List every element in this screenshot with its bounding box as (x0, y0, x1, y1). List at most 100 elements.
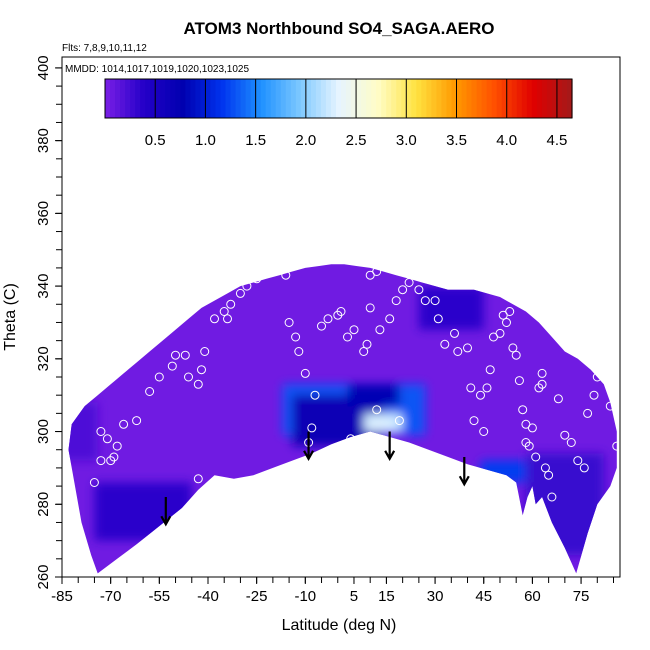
colorbar-cell (150, 79, 156, 118)
colorbar-cell (566, 79, 573, 118)
colorbar-cell (546, 79, 553, 118)
colorbar-cell (275, 79, 282, 118)
colorbar-cell (130, 79, 136, 118)
colorbar-cell (120, 79, 126, 118)
sample-marker (531, 452, 541, 462)
colorbar-cell (265, 79, 272, 118)
colorbar-cell (531, 79, 538, 118)
colorbar-cell (516, 79, 523, 118)
sample-marker (420, 296, 430, 306)
colorbar-cell (466, 79, 473, 118)
sample-marker (476, 390, 485, 400)
sample-marker (482, 383, 492, 393)
sample-marker (404, 278, 414, 287)
colorbar-cell (180, 79, 186, 118)
sample-marker (612, 441, 620, 451)
sample-marker (235, 288, 245, 298)
sample-marker (362, 339, 372, 349)
sample-marker (242, 281, 252, 291)
colorbar-cell (386, 79, 392, 118)
colorbar-cell (356, 79, 362, 118)
colorbar-tick-label: 0.5 (145, 132, 166, 149)
flight-direction-arrow (458, 457, 470, 487)
colorbar-cell (320, 79, 327, 118)
colorbar-cell (300, 79, 307, 118)
colorbar-tick-label: 4.5 (547, 132, 568, 149)
colorbar-tick-label: 3.5 (446, 132, 467, 149)
colorbar-cell (376, 79, 382, 118)
colorbar-cell (431, 79, 438, 118)
sample-marker (346, 434, 356, 444)
sample-marker (391, 296, 401, 306)
colorbar-cell (325, 79, 332, 118)
colorbar-cell (205, 79, 212, 118)
colorbar-cell (215, 79, 222, 118)
colorbar-cell (536, 79, 543, 118)
sample-marker (102, 434, 112, 444)
sample-marker (96, 456, 106, 466)
colorbar-cell (361, 79, 367, 118)
colorbar-cell (496, 79, 503, 118)
y-tick-label: 280 (35, 492, 52, 517)
sample-marker (193, 379, 203, 389)
concentration-patch (525, 453, 604, 556)
colorbar-cell (541, 79, 548, 118)
sample-marker (398, 285, 408, 295)
sample-marker (317, 321, 326, 331)
sample-marker (579, 463, 589, 473)
x-axis: -85 -70 -55 -40 -25 -10 5 15 30 45 60 75 (51, 577, 615, 605)
colorbar-cell (366, 79, 372, 118)
sample-marker (544, 470, 554, 480)
concentration-patch (367, 418, 393, 430)
colorbar-frame (104, 78, 573, 119)
y-axis-title: Theta (C) (2, 283, 19, 351)
x-tick-label: -25 (246, 588, 268, 605)
sample-marker (359, 347, 369, 356)
colorbar-tick-label: 2.0 (295, 132, 316, 149)
sample-marker (537, 368, 547, 378)
colorbar-cell (185, 79, 191, 118)
colorbar-cell (155, 79, 161, 118)
sample-marker (349, 325, 359, 335)
sample-marker (112, 441, 122, 451)
sample-marker (291, 332, 301, 342)
colorbar-cell (310, 79, 317, 118)
sample-marker (323, 314, 333, 324)
colorbar-cell (521, 79, 528, 118)
x-tick-label: 45 (475, 588, 492, 605)
plot-frame (61, 56, 621, 578)
colorbar-tick-label: 1.5 (245, 132, 266, 149)
sample-marker (430, 296, 440, 306)
sample-marker (566, 438, 576, 447)
colorbar-cell (280, 79, 287, 118)
sample-marker (385, 314, 395, 324)
sample-marker (372, 267, 382, 276)
x-tick-label: 5 (350, 588, 358, 605)
sample-marker (495, 328, 505, 338)
colorbar-cell (335, 79, 342, 118)
sample-marker (375, 325, 385, 335)
sample-marker (167, 361, 177, 371)
colorbar-cell (556, 79, 563, 118)
sample-marker (281, 270, 291, 280)
colorbar-cell (481, 79, 488, 118)
colorbar-cell (436, 79, 443, 118)
colorbar-cell (255, 79, 262, 118)
sample-marker (394, 416, 404, 426)
colorbar-cell (501, 79, 508, 118)
sample-marker (119, 419, 129, 429)
sample-marker (171, 350, 180, 360)
colorbar-cell (456, 79, 463, 118)
sample-marker (508, 343, 518, 353)
colorbar-cell (210, 79, 217, 118)
sample-marker (294, 347, 304, 356)
y-tick-label: 380 (35, 128, 52, 153)
sample-marker (583, 408, 593, 418)
colorbar-cell (351, 79, 357, 118)
colorbar-cell (381, 79, 387, 118)
y-tick-label: 320 (35, 346, 52, 371)
sample-marker (109, 452, 119, 462)
sample-marker (560, 430, 570, 440)
colorbar-cell (526, 79, 533, 118)
